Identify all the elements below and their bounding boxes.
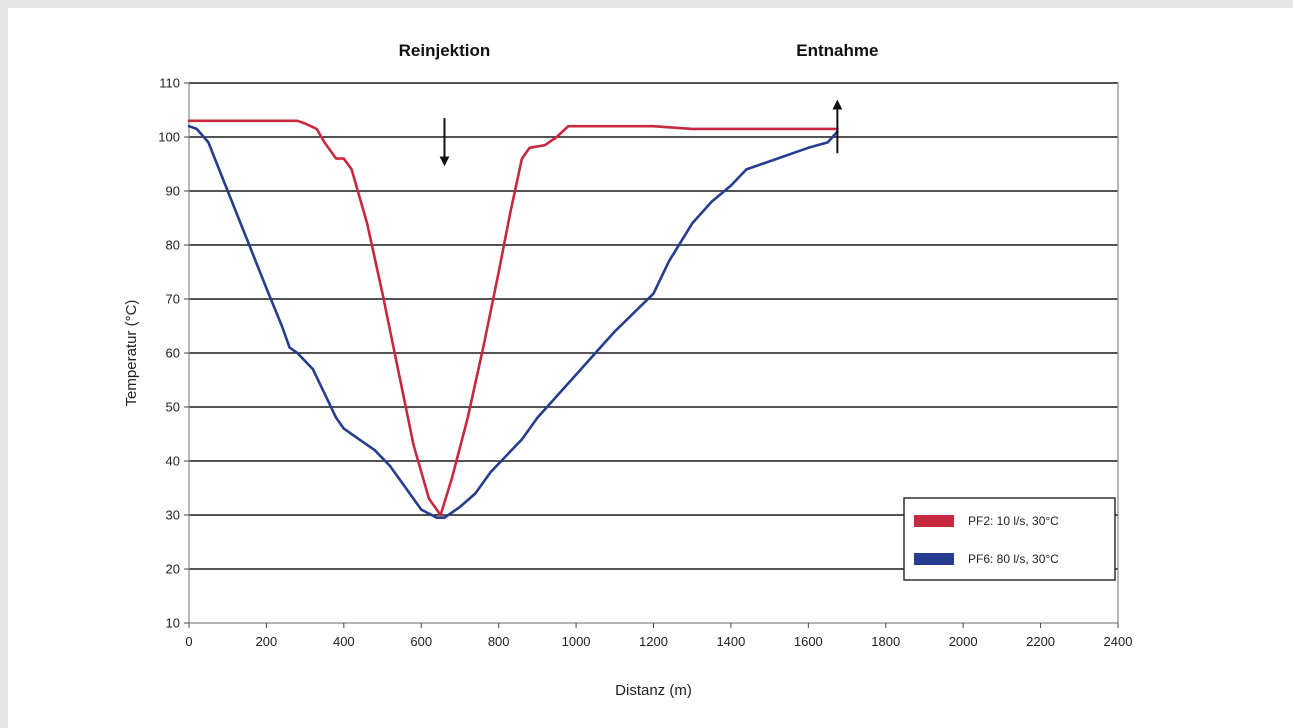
x-axis-label: Distanz (m) — [615, 682, 692, 699]
y-tick-label: 70 — [166, 292, 180, 307]
x-tick-label: 1600 — [794, 634, 823, 649]
annotations: Reinjektion Entnahme — [399, 41, 878, 167]
temperature-distance-chart: 10 20 30 40 50 60 70 80 90 100 110 0 200 400 600 800 10… — [123, 41, 1132, 699]
x-tick-label: 600 — [410, 634, 432, 649]
x-tick-label: 1200 — [639, 634, 668, 649]
legend: PF2: 10 l/s, 30°C PF6: 80 l/s, 30°C — [903, 497, 1116, 581]
legend-box — [903, 497, 1116, 581]
x-tick-label: 400 — [333, 634, 355, 649]
annotation-entnahme: Entnahme — [796, 41, 878, 60]
legend-label: PF2: 10 l/s, 30°C — [968, 514, 1059, 528]
y-axis-ticks: 10 20 30 40 50 60 70 80 90 100 110 — [158, 76, 189, 631]
x-tick-label: 1800 — [871, 634, 900, 649]
annotation-reinjektion: Reinjektion — [399, 41, 491, 60]
series-layer — [187, 119, 839, 520]
y-tick-label: 80 — [166, 238, 180, 253]
x-tick-label: 1400 — [716, 634, 745, 649]
x-tick-label: 800 — [488, 634, 510, 649]
y-tick-label: 50 — [166, 400, 180, 415]
y-tick-label: 110 — [159, 76, 180, 91]
y-tick-label: 60 — [166, 346, 180, 361]
y-tick-label: 40 — [166, 454, 180, 469]
x-tick-label: 2400 — [1104, 634, 1133, 649]
x-tick-label: 0 — [185, 634, 192, 649]
legend-swatch — [914, 553, 954, 565]
x-tick-label: 1000 — [562, 634, 591, 649]
chart-frame: 10 20 30 40 50 60 70 80 90 100 110 0 200 400 600 800 10… — [8, 8, 1293, 728]
y-axis-label: Temperatur (°C) — [123, 300, 140, 407]
x-tick-label: 200 — [256, 634, 278, 649]
y-tick-label: 100 — [158, 130, 180, 145]
y-tick-label: 30 — [166, 508, 180, 523]
legend-swatch — [914, 515, 954, 527]
y-tick-label: 10 — [166, 616, 180, 631]
x-tick-label: 2000 — [949, 634, 978, 649]
grid-lines — [189, 82, 1118, 570]
y-tick-label: 90 — [166, 184, 180, 199]
y-tick-label: 20 — [166, 562, 180, 577]
series-line-pf2 — [187, 119, 839, 517]
x-tick-label: 2200 — [1026, 634, 1055, 649]
x-axis-ticks: 0 200 400 600 800 1000 1200 1400 1600 1800 2000 220… — [185, 623, 1132, 649]
series-line-pf6 — [187, 124, 839, 520]
legend-label: PF6: 80 l/s, 30°C — [968, 552, 1059, 566]
